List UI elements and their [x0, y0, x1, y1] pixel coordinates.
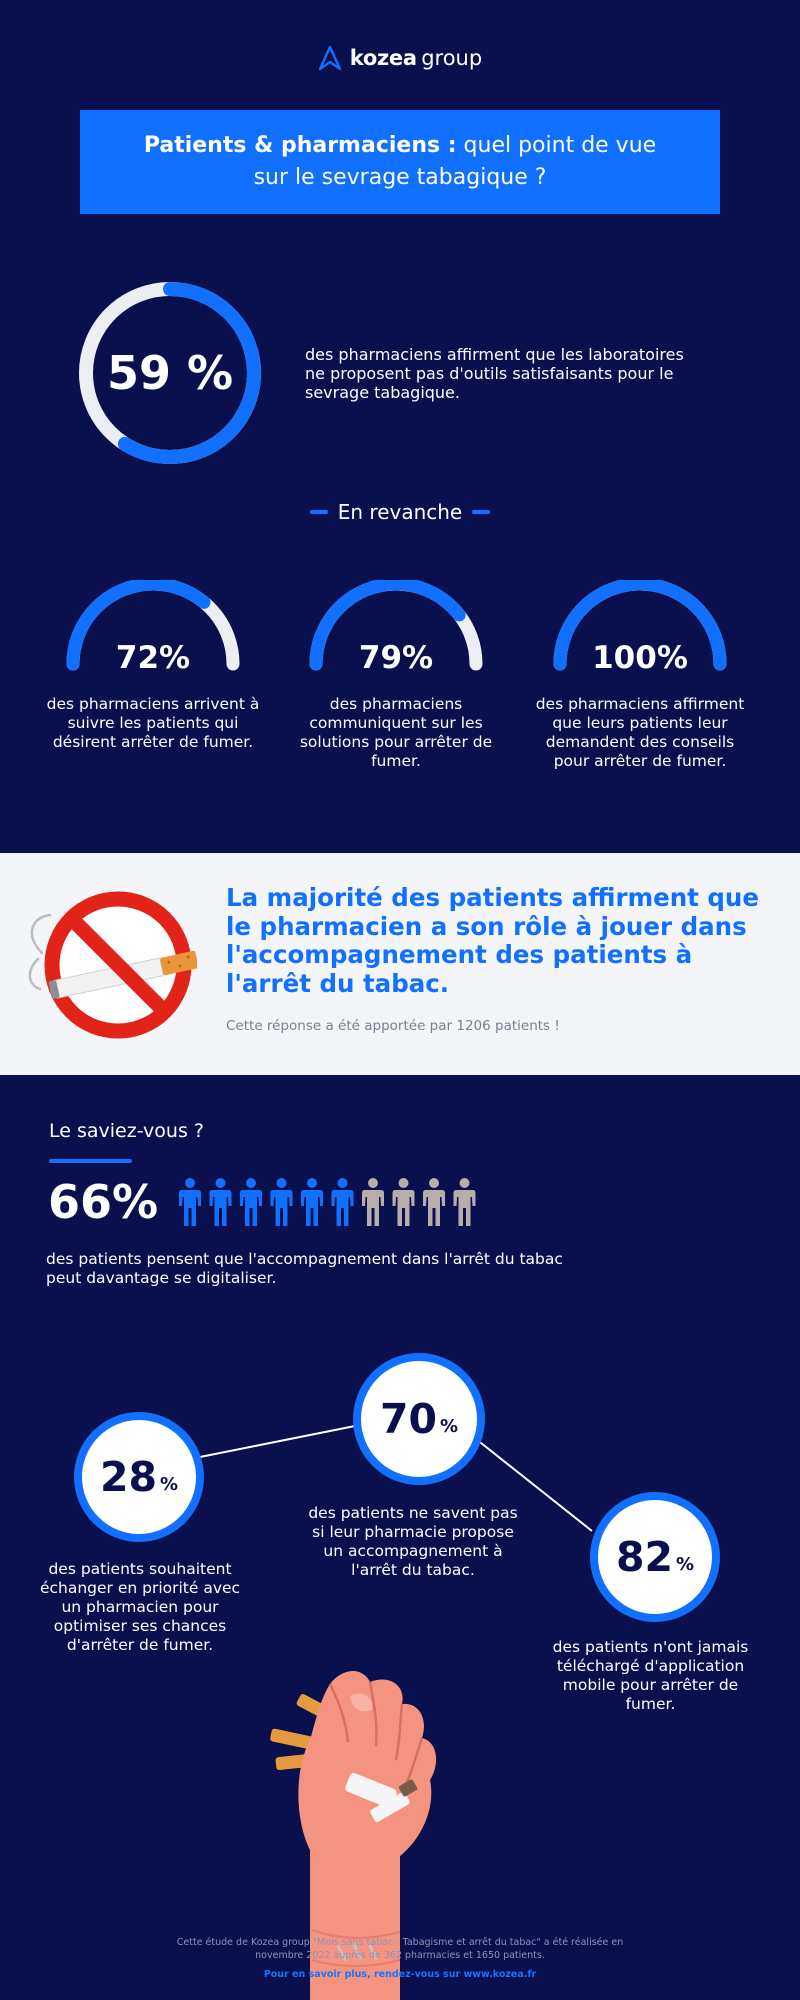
revanche-label: En revanche: [337, 500, 463, 524]
saviez-percentage: 66%: [48, 1175, 159, 1229]
connector-line: [475, 1438, 593, 1532]
gauge-card: 79% des pharmaciens communiquent sur les…: [296, 580, 496, 770]
website-link[interactable]: Pour en savoir plus, rendez-vous sur www…: [263, 1969, 537, 1980]
gauge-chart: [309, 580, 483, 671]
divider-dash-left: [309, 510, 328, 514]
divider-dash-right: [472, 510, 491, 514]
stat-circle: 82%: [590, 1492, 720, 1622]
connector-line: [199, 1424, 361, 1458]
stat-circle: 28%: [74, 1412, 204, 1542]
saviez-description: des patients pensent que l'accompagnemen…: [46, 1250, 563, 1287]
gauge-card: 100% des pharmaciens affirment que leurs…: [536, 580, 744, 770]
gauge-description: des pharmaciens arrivent à suivre les pa…: [46, 695, 260, 751]
person-icon-highlighted: [270, 1178, 293, 1226]
title-banner: Patients & pharmaciens : quel point de v…: [80, 110, 720, 214]
stat-description: des patients ne savent pas si leur pharm…: [308, 1504, 518, 1579]
study-note: Cette étude de Kozea group "Mois sans ta…: [176, 1937, 624, 1961]
no-smoking-icon: [28, 891, 197, 1039]
brand-logo: kozea group: [0, 42, 800, 74]
stat-description: des patients n'ont jamais téléchargé d'a…: [552, 1638, 749, 1713]
gauge-chart: [66, 580, 240, 671]
donut-description: des pharmaciens affirment que les labora…: [305, 345, 684, 402]
donut-chart: [79, 282, 261, 464]
person-icon: [392, 1178, 415, 1226]
gauge-description: des pharmaciens communiquent sur les sol…: [299, 695, 493, 770]
gauge-percentage: 79%: [358, 640, 434, 676]
stat-unit: %: [440, 1415, 459, 1437]
stat-number: 82: [615, 1533, 673, 1581]
circle-connectors: [199, 1424, 593, 1532]
person-icon-highlighted: [209, 1178, 232, 1226]
donut-value-arc: [79, 282, 261, 464]
title-bold: Patients & pharmaciens :: [143, 133, 457, 158]
stat-unit: %: [160, 1473, 179, 1495]
kozea-logo-icon: [318, 45, 341, 71]
donut-percentage: 59 %: [106, 346, 234, 400]
title-rest: quel point de vue: [456, 133, 657, 158]
person-icon: [453, 1178, 476, 1226]
gauge-chart: [553, 580, 727, 671]
stat-circle: 70%: [353, 1353, 485, 1485]
stat-number: 28: [99, 1453, 157, 1501]
band-subtitle: Cette réponse a été apportée par 1206 pa…: [226, 1018, 560, 1034]
person-icon-highlighted: [240, 1178, 262, 1226]
gauge-description: des pharmaciens affirment que leurs pati…: [535, 695, 745, 770]
title-line-1: Patients & pharmaciens : quel point de v…: [144, 130, 656, 162]
person-icon: [423, 1178, 445, 1226]
gauge-percentage: 72%: [115, 640, 191, 676]
people-pictogram: [179, 1178, 476, 1226]
person-icon-highlighted: [179, 1178, 201, 1226]
stat-description: des patients souhaitent échanger en prio…: [39, 1560, 241, 1654]
gauge-percentage: 100%: [592, 640, 688, 676]
gauge-value-arc: [553, 580, 727, 671]
band-headline: La majorité des patients affirment que l…: [226, 883, 759, 998]
saviez-underline: [49, 1159, 132, 1163]
logo-group: group: [421, 46, 483, 70]
saviez-heading: Le saviez-vous ?: [49, 1120, 204, 1142]
stat-unit: %: [676, 1553, 695, 1575]
person-icon-highlighted: [301, 1178, 323, 1226]
revanche-divider: En revanche: [0, 500, 800, 524]
person-icon: [362, 1178, 384, 1226]
stat-number: 70: [379, 1395, 437, 1443]
gauge-value-arc: [309, 580, 466, 671]
logo-name: kozea: [349, 46, 417, 70]
fist-crushing-cigarettes-illustration: [270, 1670, 437, 2000]
gauge-value-arc: [66, 580, 211, 671]
gauge-card: 72% des pharmaciens arrivent à suivre le…: [47, 580, 259, 751]
person-icon-highlighted: [331, 1178, 354, 1226]
title-line-2: sur le sevrage tabagique ?: [253, 165, 547, 190]
